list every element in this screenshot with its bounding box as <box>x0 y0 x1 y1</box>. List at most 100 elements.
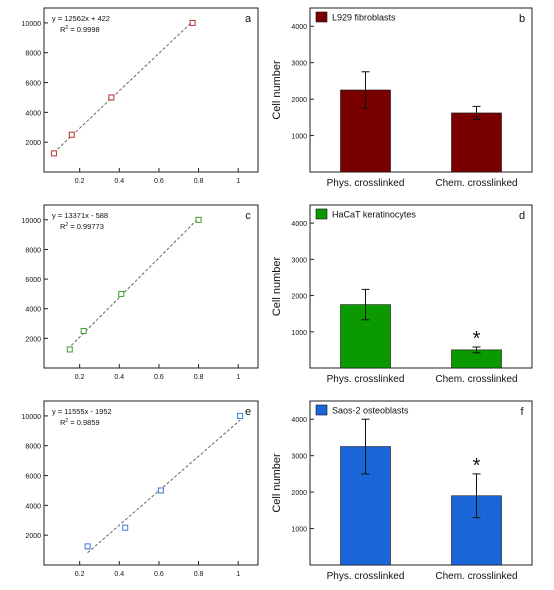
panel-letter: a <box>245 13 252 25</box>
y-tick-label: 4000 <box>25 503 41 510</box>
x-category-label: Phys. crosslinked <box>327 571 405 582</box>
data-point <box>122 524 129 531</box>
panel-f: f 1000 2000 3000 4000 Phys. crosslinked * Chem.… <box>271 400 533 582</box>
legend-label: HaCaT keratinocytes <box>332 210 416 220</box>
x-tick-label: 0.6 <box>154 571 164 578</box>
bar <box>451 112 502 173</box>
data-point <box>84 543 91 550</box>
y-tick-label: 1000 <box>291 527 307 534</box>
y-tick-label: 6000 <box>25 474 41 481</box>
panel-letter: f <box>520 406 524 418</box>
x-tick-label: 1 <box>236 571 240 578</box>
plot-frame <box>309 204 533 369</box>
y-tick-label: 8000 <box>25 444 41 451</box>
x-tick-label: 0.2 <box>75 571 85 578</box>
data-point <box>189 19 196 26</box>
panel-letter: c <box>245 210 251 222</box>
r-squared-sup: 2 <box>65 222 68 228</box>
y-tick-label: 2000 <box>291 97 307 104</box>
y-tick-label: 2000 <box>291 294 307 301</box>
r-squared: R2 = 0.9998 <box>60 25 100 34</box>
x-tick-label: 0.4 <box>114 178 124 185</box>
legend-label: Saos-2 osteoblasts <box>332 406 409 416</box>
y-axis-label: Cell number <box>271 257 283 317</box>
y-tick-label: 2000 <box>25 533 41 540</box>
y-tick-label: 6000 <box>25 277 41 284</box>
plot-frame <box>43 400 259 566</box>
y-tick-label: 10000 <box>22 218 42 225</box>
data-point <box>80 327 87 334</box>
legend-swatch <box>315 404 328 416</box>
x-tick-label: 0.2 <box>75 374 85 381</box>
data-point <box>237 412 244 419</box>
fit-line <box>53 21 193 153</box>
r-squared-prefix: R <box>60 25 66 34</box>
data-point <box>50 150 57 157</box>
x-category-label: Chem. crosslinked <box>435 374 517 385</box>
r-squared-sup: 2 <box>65 25 68 31</box>
x-tick-label: 0.4 <box>114 571 124 578</box>
data-point <box>108 94 115 101</box>
x-tick-label: 0.6 <box>154 178 164 185</box>
panel-a: a 2000 4000 6000 8000 10000 0.2 0.4 0.6 0.8 1 y = 1… <box>22 7 259 185</box>
plot-frame <box>309 7 533 173</box>
x-tick-label: 1 <box>236 374 240 381</box>
r-squared: R2 = 0.99773 <box>60 222 104 231</box>
y-tick-label: 6000 <box>25 81 41 88</box>
x-category-label: Phys. crosslinked <box>327 374 405 385</box>
x-tick-label: 0.6 <box>154 374 164 381</box>
y-tick-label: 4000 <box>25 110 41 117</box>
plot-frame <box>309 400 533 566</box>
x-tick-label: 1 <box>236 178 240 185</box>
fit-equation: y = 12562x + 422 <box>52 14 110 23</box>
data-point <box>68 131 75 138</box>
x-tick-label: 0.2 <box>75 178 85 185</box>
y-axis-label: Cell number <box>271 60 283 120</box>
panel-letter: e <box>245 406 251 418</box>
panel-c: c 2000 4000 6000 8000 10000 0.2 0.4 0.6 0.8 1 y = 1… <box>22 204 259 381</box>
fit-line <box>87 419 241 554</box>
y-tick-label: 3000 <box>291 257 307 264</box>
panel-b: b 1000 2000 3000 4000 Phys. crosslinked Chem. … <box>271 7 533 189</box>
legend-swatch <box>315 208 328 220</box>
data-point <box>118 290 125 297</box>
plot-frame <box>43 7 259 173</box>
legend-swatch <box>315 11 328 23</box>
panel-letter: d <box>519 210 525 222</box>
r-squared-sup: 2 <box>65 418 68 424</box>
y-tick-label: 2000 <box>291 490 307 497</box>
y-tick-label: 8000 <box>25 247 41 254</box>
y-tick-label: 3000 <box>291 454 307 461</box>
r-squared: R2 = 0.9859 <box>60 418 100 427</box>
y-tick-label: 4000 <box>291 24 307 31</box>
x-category-label: Chem. crosslinked <box>435 571 517 582</box>
r-squared-prefix: R <box>60 222 66 231</box>
r-squared-prefix: R <box>60 418 66 427</box>
data-point <box>157 487 164 494</box>
x-category-label: Phys. crosslinked <box>327 178 405 189</box>
y-tick-label: 1000 <box>291 134 307 141</box>
y-tick-label: 4000 <box>291 221 307 228</box>
significance-mark: * <box>473 328 481 350</box>
x-tick-label: 0.8 <box>194 571 204 578</box>
fit-equation: y = 11555x - 1952 <box>52 407 112 416</box>
y-tick-label: 4000 <box>25 307 41 314</box>
legend-label: L929 fibroblasts <box>332 13 396 23</box>
r-squared-value: = 0.9998 <box>68 25 100 34</box>
x-tick-label: 0.8 <box>194 374 204 381</box>
x-tick-label: 0.4 <box>114 374 124 381</box>
y-tick-label: 1000 <box>291 330 307 337</box>
y-axis-label: Cell number <box>271 453 283 513</box>
data-point <box>66 346 73 353</box>
x-tick-label: 0.8 <box>194 178 204 185</box>
plot-frame <box>43 204 259 369</box>
y-tick-label: 10000 <box>22 414 42 421</box>
fit-line <box>67 217 199 350</box>
panel-e: e 2000 4000 6000 8000 10000 0.2 0.4 0.6 0.8 1 y = 1… <box>22 400 259 578</box>
y-tick-label: 10000 <box>22 21 42 28</box>
x-category-label: Chem. crosslinked <box>435 178 517 189</box>
r-squared-value: = 0.9859 <box>68 418 100 427</box>
data-point <box>195 216 202 223</box>
y-tick-label: 3000 <box>291 61 307 68</box>
